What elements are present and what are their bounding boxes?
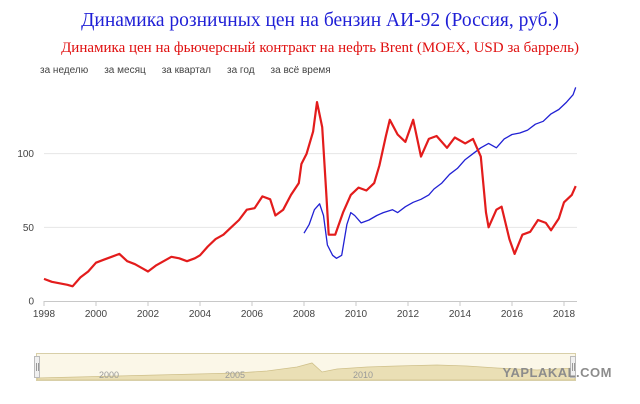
navigator-right-handle[interactable] <box>570 356 576 378</box>
navigator-tick-2005: 2005 <box>225 370 246 380</box>
range-button-quarter[interactable]: за квартал <box>161 65 211 76</box>
range-button-year[interactable]: за год <box>227 65 255 76</box>
x-tick-label-2014: 2014 <box>449 309 472 320</box>
x-tick-label-2008: 2008 <box>293 309 316 320</box>
chart-title: Динамика розничных цен на бензин АИ-92 (… <box>81 10 559 31</box>
y-tick-label-100: 100 <box>17 149 34 160</box>
navigator-series <box>37 362 575 380</box>
x-tick-label-1998: 1998 <box>33 309 56 320</box>
series-line-brent <box>43 101 577 288</box>
navigator-left-handle[interactable] <box>34 356 40 378</box>
range-button-all-time[interactable]: за всё время <box>270 65 331 76</box>
x-tick-label-2002: 2002 <box>137 309 160 320</box>
range-button-week[interactable]: за неделю <box>40 65 89 76</box>
line-chart: 0 50 100 1998 2000 2002 2004 2006 2008 2010 2012 20… <box>17 87 577 320</box>
navigator-tick-2000: 2000 <box>99 370 120 380</box>
x-tick-label-2018: 2018 <box>553 309 576 320</box>
x-tick-label-2004: 2004 <box>189 309 212 320</box>
y-tick-label-50: 50 <box>23 223 35 234</box>
y-tick-label-0: 0 <box>28 297 34 308</box>
watermark-logo: YAPLAKAL.COM <box>502 365 612 380</box>
x-tick-label-2012: 2012 <box>397 309 420 320</box>
chart-subtitle: Динамика цен на фьючерсный контракт на н… <box>61 40 579 56</box>
x-tick-label-2016: 2016 <box>501 309 524 320</box>
series-line-gasoline <box>303 87 577 259</box>
range-button-month[interactable]: за месяц <box>104 65 146 76</box>
navigator-tick-2010: 2010 <box>353 370 374 380</box>
x-tick-label-2006: 2006 <box>241 309 264 320</box>
range-selector: за неделю за месяц за квартал за год за … <box>40 63 331 79</box>
navigator[interactable]: 2000 2005 2010 <box>34 353 576 381</box>
x-tick-label-2010: 2010 <box>345 309 368 320</box>
x-tick-label-2000: 2000 <box>85 309 108 320</box>
